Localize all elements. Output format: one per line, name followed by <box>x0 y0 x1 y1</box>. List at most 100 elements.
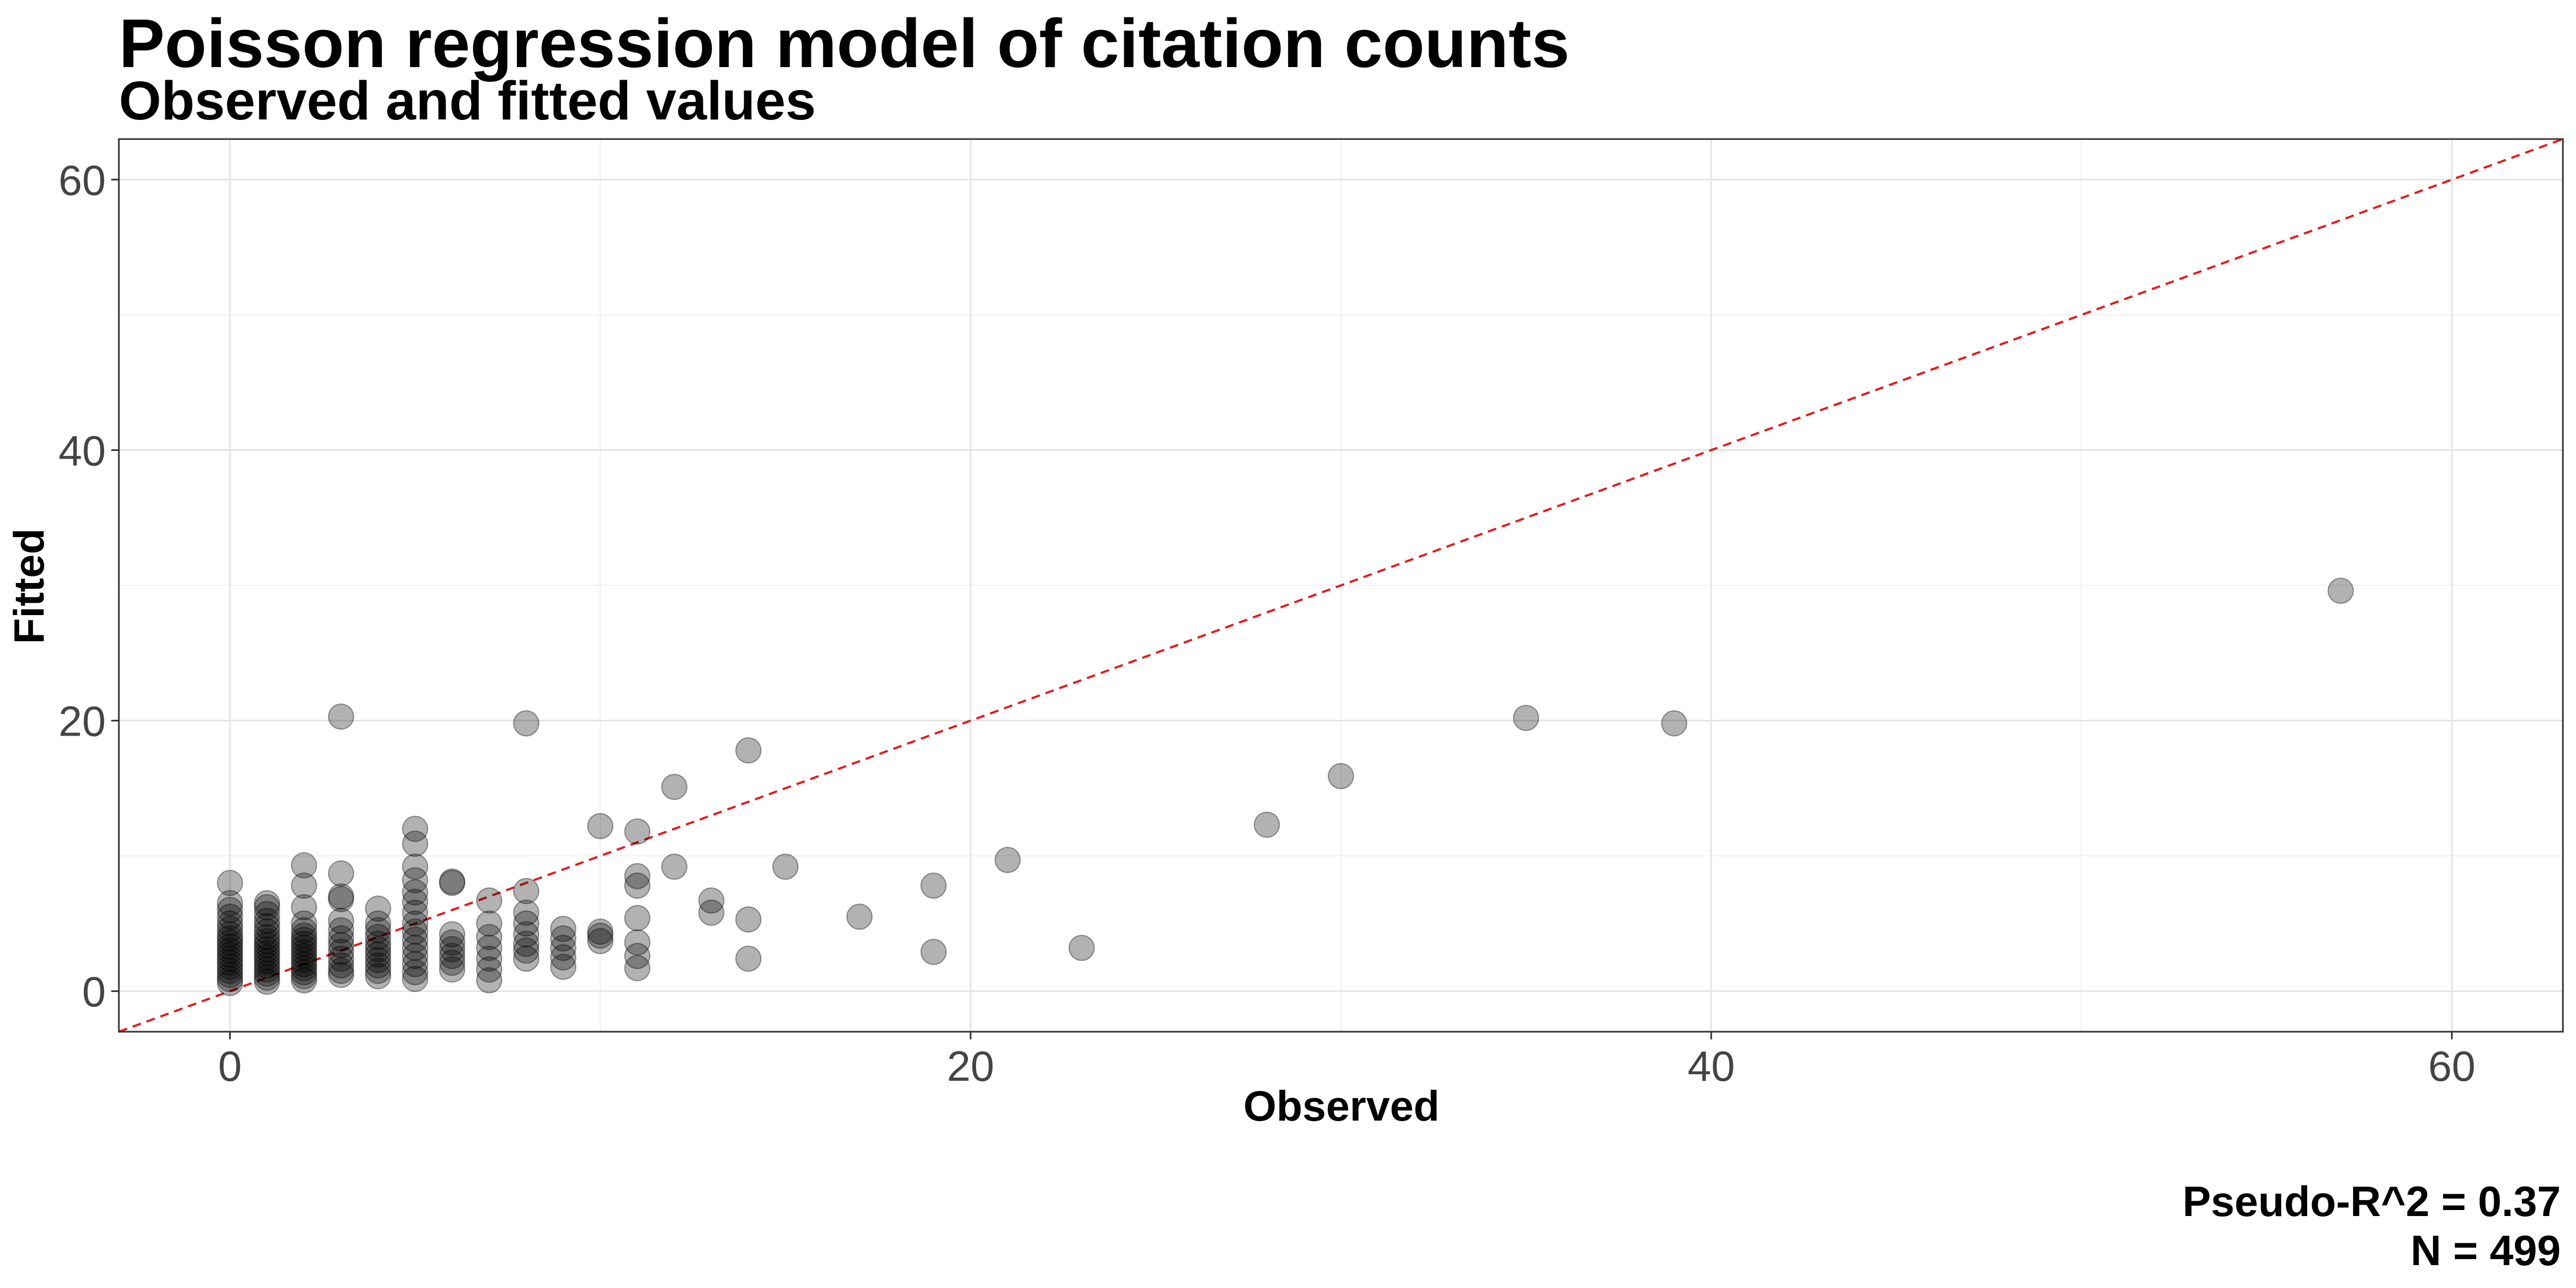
data-point <box>216 958 243 984</box>
data-point <box>216 925 243 952</box>
x-tick-label: 60 <box>2428 1042 2476 1090</box>
caption-pseudo-r2: Pseudo-R^2 = 0.37 <box>2182 1177 2561 1225</box>
data-point <box>254 948 280 975</box>
data-point <box>661 774 688 801</box>
data-point <box>1254 811 1280 838</box>
data-point <box>365 924 392 950</box>
data-point <box>365 941 392 968</box>
y-axis-ticks: 0 20 40 60 <box>58 156 119 1016</box>
data-point <box>587 922 613 949</box>
data-point <box>254 944 280 971</box>
data-point <box>513 930 539 957</box>
data-point <box>402 910 429 937</box>
x-axis-ticks: 0 20 40 60 <box>218 1032 2476 1090</box>
data-point <box>402 853 429 880</box>
data-point <box>402 899 429 926</box>
data-point <box>254 924 280 950</box>
data-point <box>216 896 243 923</box>
data-point <box>254 932 280 959</box>
data-point <box>476 887 503 914</box>
data-point <box>328 958 354 984</box>
data-point <box>216 921 243 948</box>
data-point <box>216 966 243 992</box>
data-point <box>365 952 392 979</box>
data-point <box>1661 710 1688 737</box>
data-point <box>254 936 280 962</box>
data-point <box>587 928 613 954</box>
data-point <box>216 953 243 980</box>
data-point <box>624 905 651 931</box>
y-tick-label: 60 <box>58 156 106 204</box>
data-point <box>291 922 317 949</box>
data-point <box>254 940 280 967</box>
data-point <box>328 883 354 910</box>
data-point <box>624 929 651 956</box>
data-point <box>587 812 613 839</box>
data-point <box>365 963 392 990</box>
data-point <box>216 890 243 917</box>
data-point <box>402 926 429 953</box>
data-point <box>254 894 280 920</box>
data-point <box>291 852 317 878</box>
data-point <box>402 830 429 857</box>
data-point <box>735 737 762 764</box>
data-point <box>291 926 317 953</box>
data-point <box>216 949 243 976</box>
data-point <box>365 917 392 943</box>
data-point <box>513 937 539 964</box>
data-point <box>216 910 243 937</box>
data-point <box>216 946 243 972</box>
data-point <box>476 946 503 972</box>
data-point <box>402 950 429 977</box>
data-point <box>291 967 317 994</box>
data-point <box>402 879 429 906</box>
data-point <box>624 943 651 970</box>
data-point <box>735 906 762 933</box>
data-point <box>476 910 503 937</box>
reference-line-group <box>118 138 2563 1033</box>
data-point <box>513 910 539 937</box>
data-point <box>216 916 243 942</box>
data-point <box>439 868 466 895</box>
data-point <box>513 710 539 737</box>
x-tick-label: 40 <box>1688 1042 1735 1090</box>
data-point <box>216 933 243 960</box>
data-point <box>254 928 280 954</box>
data-point <box>439 936 466 962</box>
caption-n: N = 499 <box>2410 1226 2561 1275</box>
data-points <box>216 577 2354 996</box>
data-point <box>402 943 429 970</box>
data-point <box>216 961 243 988</box>
data-point <box>402 888 429 915</box>
data-point <box>291 894 317 920</box>
data-point <box>1068 935 1095 961</box>
data-point <box>291 959 317 985</box>
data-point <box>291 930 317 957</box>
data-point <box>439 956 466 983</box>
data-point <box>328 907 354 934</box>
data-point <box>216 904 243 930</box>
data-point <box>476 956 503 983</box>
y-tick-label: 20 <box>58 697 106 745</box>
data-point <box>291 963 317 990</box>
x-axis-label: Observed <box>1243 1082 1440 1130</box>
data-point <box>328 952 354 979</box>
data-point <box>476 935 503 961</box>
data-point <box>439 921 466 948</box>
data-point <box>291 938 317 965</box>
data-point <box>513 946 539 972</box>
data-point <box>439 870 466 896</box>
data-point <box>365 930 392 957</box>
data-point <box>328 886 354 912</box>
data-point <box>439 949 466 976</box>
data-point <box>2327 577 2354 604</box>
data-point <box>254 907 280 934</box>
data-point <box>920 938 947 965</box>
data-point <box>513 899 539 926</box>
data-point <box>624 863 651 889</box>
data-point <box>772 853 799 880</box>
data-point <box>550 935 576 961</box>
data-point <box>402 966 429 992</box>
data-point <box>402 918 429 945</box>
data-point <box>328 932 354 959</box>
